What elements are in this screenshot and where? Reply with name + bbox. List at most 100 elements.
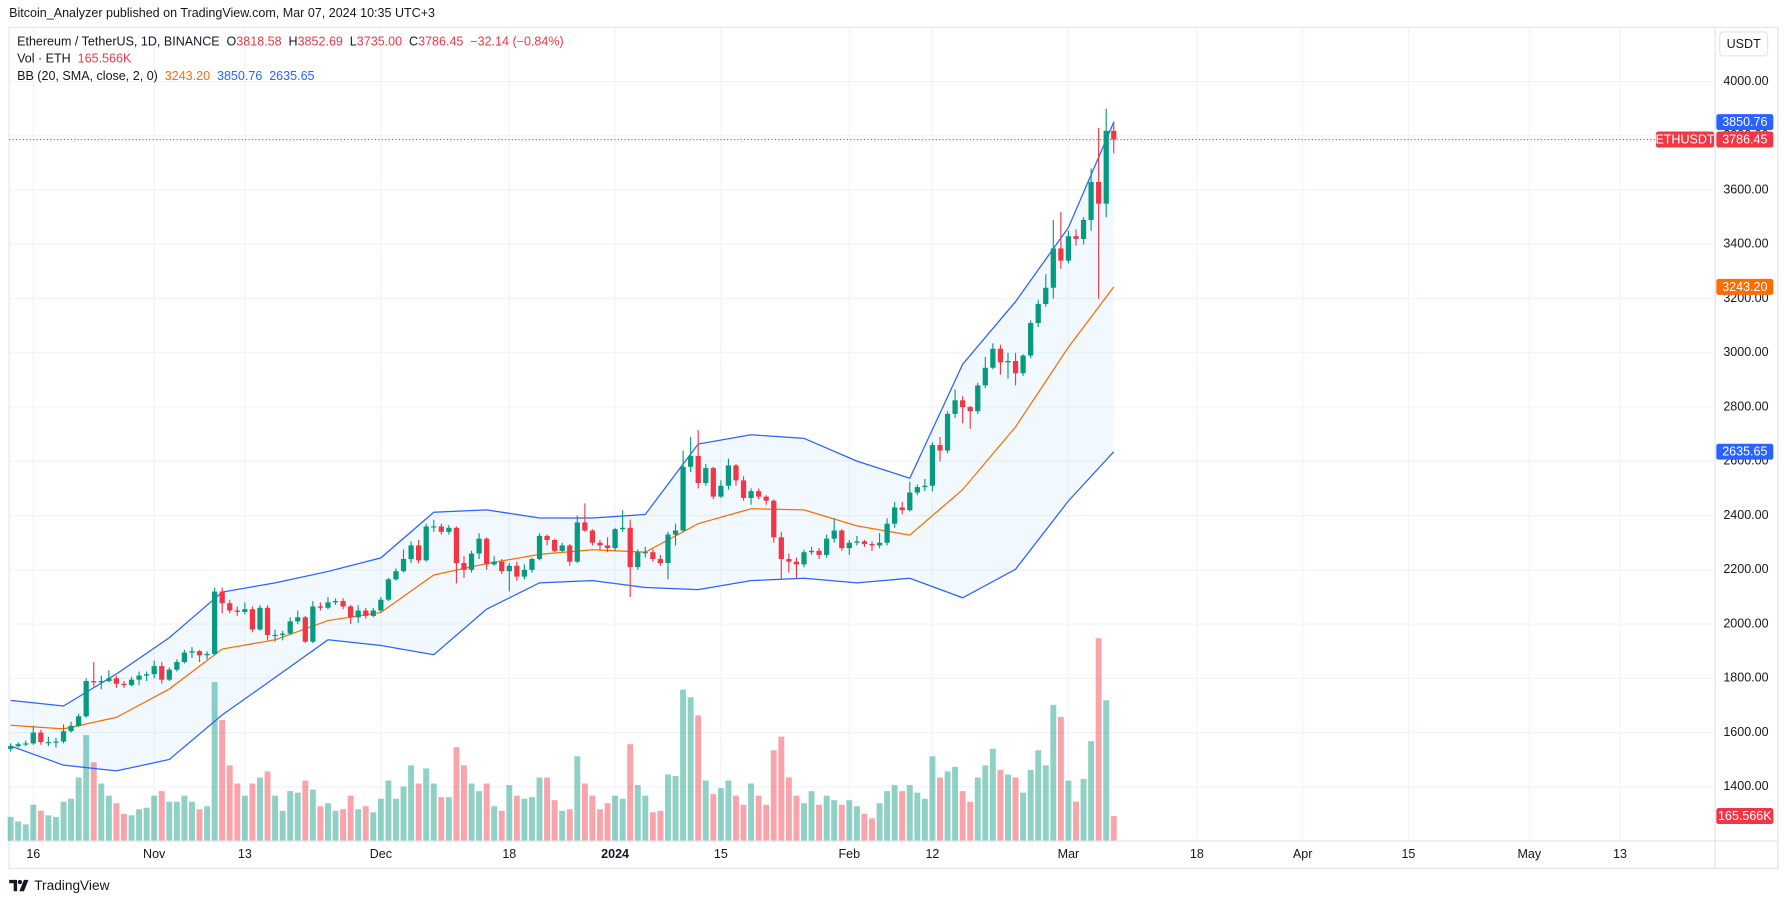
candle-body [559,545,565,551]
volume-bar [861,813,868,842]
candle-body [695,455,701,484]
ohlc-value: 3852.69 [297,35,343,50]
candle-body [786,558,792,562]
volume-bar [60,801,67,842]
candle-body [975,385,981,412]
x-tick-label: Feb [839,847,861,861]
volume-bar [785,777,792,842]
volume-bar [340,809,347,842]
candle-body [385,579,392,600]
volume-bar [997,769,1004,842]
volume-row: Vol · ETH 165.566K [17,51,567,68]
candle-body [612,529,618,549]
volume-bar [634,785,641,842]
candle-body [574,522,580,562]
volume-bar [1073,801,1079,842]
volume-bar [90,762,97,842]
candle-body [650,552,656,559]
candle-body [536,535,543,559]
candle-body [264,607,271,635]
brand-name: TradingView [34,877,110,894]
ohlc-key: L [349,35,357,50]
volume-bar [309,789,316,842]
candle-body [121,683,127,686]
last-price-badge-label: 3786.45 [1722,132,1767,146]
x-tick-label: 15 [714,847,728,861]
candle-body [552,539,558,551]
candle-body [340,601,346,607]
candle-body [196,651,203,656]
volume-bar [914,792,921,842]
candle-body [355,610,361,618]
volume-bar [241,795,248,842]
candle-body [967,407,973,412]
candle-body [990,348,996,368]
candle-body [861,541,868,545]
volume-bar [136,809,143,842]
volume-bar [332,810,339,842]
currency-box[interactable] [1719,31,1769,57]
volume-bar [181,795,188,842]
volume-bar [121,813,127,842]
volume-bar [317,806,324,842]
volume-bar [974,777,981,842]
candle-body [869,544,875,546]
volume-bar [680,689,687,842]
volume-bar [695,715,702,842]
candle-body [113,678,120,684]
candle-body [204,653,210,656]
volume-bar [801,803,807,842]
candle-body [876,542,883,546]
volume-bar [710,794,717,842]
candle-body [181,652,188,663]
candle-body [1058,248,1064,261]
volume-bar [1042,765,1049,842]
candle-body [370,610,376,616]
volume-bar [521,798,528,842]
x-tick-label: 18 [1190,847,1204,861]
band-lower-badge [1716,443,1774,460]
y-tick-label: 2400.00 [1723,508,1768,522]
y-tick-label: 4000.00 [1723,74,1768,88]
volume-bar [1080,779,1087,842]
candle-body [952,400,958,414]
x-tick-label: 13 [1613,847,1627,861]
volume-bar [649,812,656,842]
volume-bar [408,765,415,842]
volume-title: Vol · ETH [17,52,71,67]
candle-body [793,561,800,565]
volume-bar [83,735,90,842]
volume-bar [597,809,603,842]
currency-label[interactable]: USDT [1727,37,1761,51]
candle-body [219,591,225,604]
band-lower [10,451,1115,772]
ohlc-value: 3735.00 [356,35,403,50]
candle-body [1005,360,1011,363]
volume-bar [869,818,875,842]
x-tick-label: Apr [1293,847,1312,861]
volume-bar [763,804,770,842]
candle-body [1020,355,1026,374]
volume-bar [831,800,838,842]
volume-bar [937,777,943,842]
volume-bar [1057,716,1064,842]
candle-body [280,633,286,635]
candle-body [83,681,89,717]
volume-bar [1088,741,1095,842]
candle-body [272,634,278,637]
candle-body [189,651,195,653]
candle-body [801,552,807,565]
volume-bar [151,795,158,842]
volume-bar [906,785,913,842]
volume-bar [468,783,475,842]
volume-bar [740,804,747,842]
band-fill [10,122,1114,771]
volume-bar [838,804,845,842]
candle-body [884,523,890,543]
candle-body [1096,181,1102,204]
volume-bar [959,791,966,842]
candle-body [227,603,233,611]
candle-body [756,491,762,497]
volume-bar [98,783,105,842]
volume-bar [627,744,634,842]
